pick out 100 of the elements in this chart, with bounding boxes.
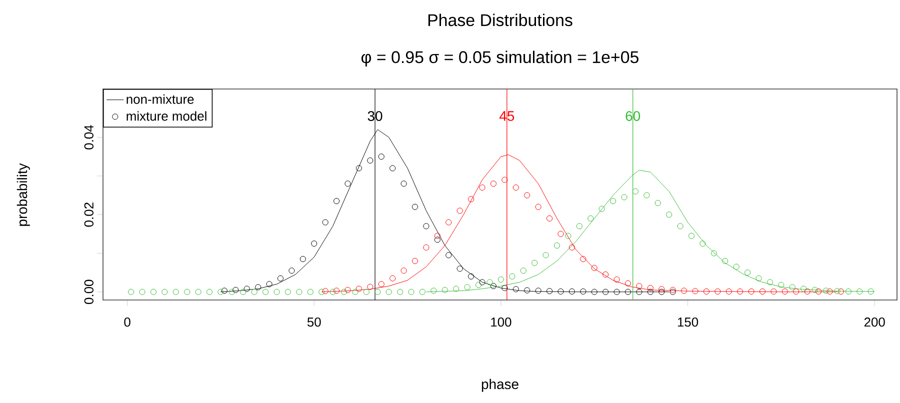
point	[322, 288, 328, 294]
point	[502, 284, 508, 292]
point	[591, 288, 598, 295]
point	[423, 244, 430, 250]
point	[524, 287, 530, 294]
point	[568, 288, 575, 295]
point	[759, 288, 766, 295]
point	[647, 288, 654, 295]
point	[221, 288, 228, 294]
x-tick-label: 200	[864, 318, 885, 327]
point	[333, 288, 340, 294]
point	[390, 165, 396, 172]
point	[524, 192, 530, 198]
point	[344, 286, 351, 293]
point	[703, 288, 710, 295]
point	[468, 273, 474, 280]
point	[737, 288, 744, 295]
point	[255, 284, 262, 290]
point	[647, 284, 654, 292]
point	[692, 288, 698, 294]
point	[390, 275, 396, 282]
point	[602, 288, 609, 295]
point	[490, 180, 497, 187]
point	[412, 204, 418, 210]
legend-label: mixture model	[126, 111, 206, 121]
point	[400, 268, 407, 274]
point	[322, 219, 328, 226]
point	[479, 184, 486, 191]
point	[816, 288, 822, 295]
point	[770, 288, 777, 295]
point	[826, 288, 833, 295]
point	[624, 280, 632, 286]
point	[636, 288, 642, 295]
point	[714, 288, 721, 295]
y-tick-label: 0.04	[84, 125, 94, 150]
point	[804, 288, 810, 295]
point	[367, 157, 374, 164]
x-axis-title: phase	[482, 378, 518, 392]
point	[558, 288, 564, 295]
point	[546, 288, 553, 294]
y-tick-label: 0.00	[84, 280, 94, 304]
point	[456, 266, 463, 272]
x-tick-label: 100	[491, 318, 512, 327]
point	[479, 279, 486, 286]
y-axis-title: probability	[16, 163, 30, 226]
point	[568, 244, 575, 250]
point	[838, 288, 844, 295]
point	[266, 281, 272, 288]
point	[512, 286, 519, 292]
x-tick-label: 50	[307, 318, 321, 327]
point	[546, 215, 553, 222]
point	[446, 252, 452, 258]
point	[412, 258, 418, 264]
point	[356, 286, 362, 292]
point	[434, 236, 440, 243]
point	[535, 288, 542, 294]
point	[658, 288, 665, 295]
point	[367, 284, 374, 290]
point	[726, 288, 732, 295]
point	[580, 288, 586, 295]
point	[636, 283, 642, 290]
point	[614, 288, 620, 295]
point	[468, 196, 474, 202]
point	[400, 180, 407, 187]
point	[680, 288, 688, 294]
point	[614, 276, 620, 283]
point	[378, 281, 384, 288]
point	[288, 268, 295, 274]
chart-title: Phase Distributions	[428, 14, 572, 26]
point	[793, 288, 800, 295]
point	[502, 176, 508, 183]
point	[344, 180, 351, 187]
point	[333, 198, 340, 204]
point	[311, 240, 318, 247]
point	[558, 230, 564, 237]
point	[490, 283, 497, 290]
point	[244, 286, 250, 292]
legend-label: non-mixture	[126, 94, 194, 104]
point	[456, 208, 463, 214]
point	[423, 223, 430, 230]
chart-subtitle: φ = 0.95 σ = 0.05 simulation = 1e+05	[361, 50, 638, 67]
x-tick-label: 0	[124, 318, 130, 327]
point	[434, 232, 440, 239]
point	[591, 264, 598, 271]
point	[378, 154, 384, 160]
point	[300, 256, 306, 262]
point	[602, 271, 609, 278]
point	[748, 288, 754, 295]
point	[535, 204, 542, 210]
point	[512, 184, 519, 191]
point	[624, 288, 632, 295]
x-tick-label: 150	[678, 318, 698, 327]
y-tick-label: 0.02	[84, 202, 94, 227]
point	[232, 286, 239, 293]
point	[658, 286, 665, 292]
point	[356, 165, 362, 172]
point	[580, 256, 586, 262]
point	[782, 288, 788, 295]
point	[277, 275, 284, 282]
point	[446, 219, 452, 226]
